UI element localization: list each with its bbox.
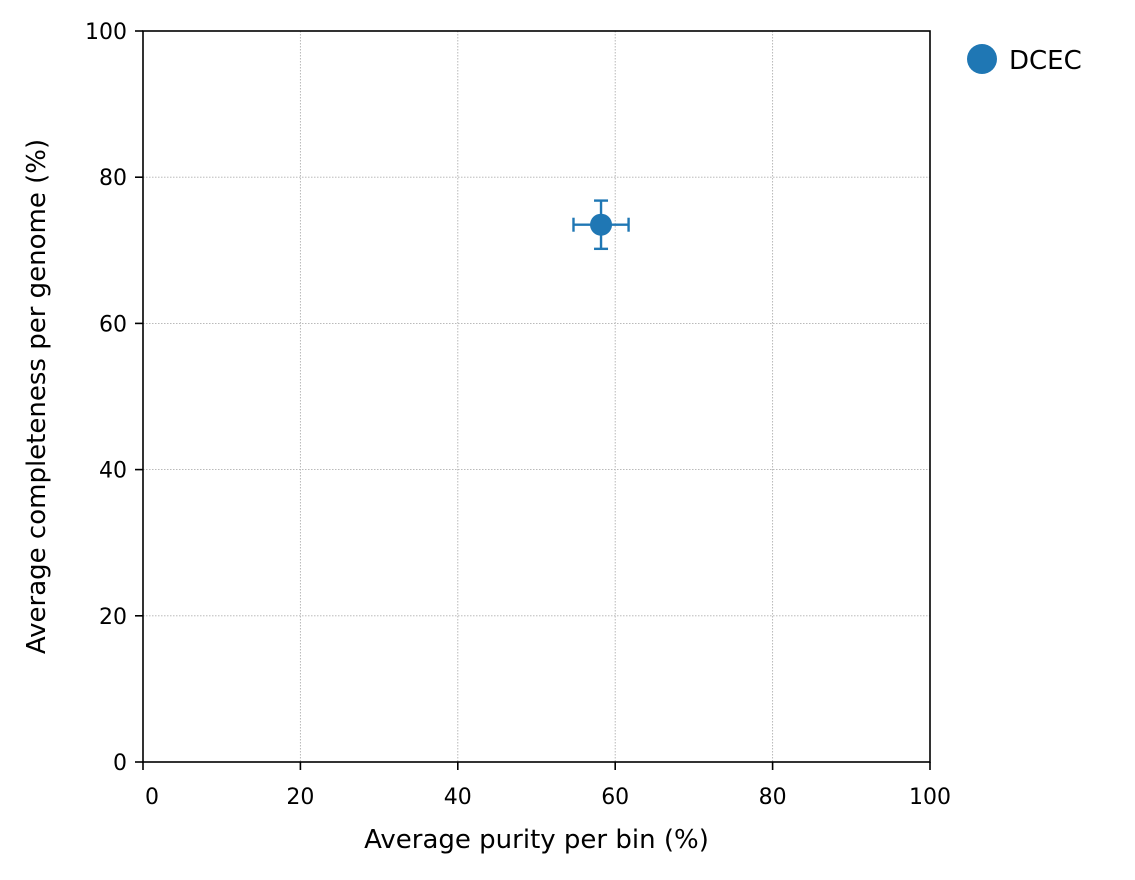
x-tick-label: 20: [286, 785, 314, 810]
x-tick-label: 80: [759, 785, 787, 810]
x-axis-ticks: 0 20 40 60 80 100: [142, 762, 951, 810]
x-tick-label: 60: [601, 785, 629, 810]
plot-frame: [142, 30, 931, 763]
series-dcec: [572, 199, 630, 251]
y-tick-label: 40: [99, 459, 127, 484]
x-tick-label: 100: [909, 785, 951, 810]
series-layer: [572, 199, 630, 251]
legend-marker-dcec: [967, 44, 997, 74]
y-tick-label: 20: [99, 605, 127, 630]
y-axis-label: Average completeness per genome (%): [22, 139, 52, 654]
x-axis-label: Average purity per bin (%): [364, 825, 709, 855]
grid-lines: [143, 31, 930, 762]
y-tick-label: 100: [85, 20, 127, 45]
legend: DCEC: [967, 44, 1082, 76]
x-tick-label: 40: [444, 785, 472, 810]
y-tick-label: 80: [99, 166, 127, 191]
y-tick-label: 60: [99, 312, 127, 337]
legend-label-dcec: DCEC: [1009, 46, 1082, 76]
data-point: [590, 213, 613, 236]
y-tick-label: 0: [113, 751, 127, 776]
x-tick-label: 0: [145, 785, 159, 810]
y-axis-ticks: 0 20 40 60 80 100: [85, 20, 143, 776]
